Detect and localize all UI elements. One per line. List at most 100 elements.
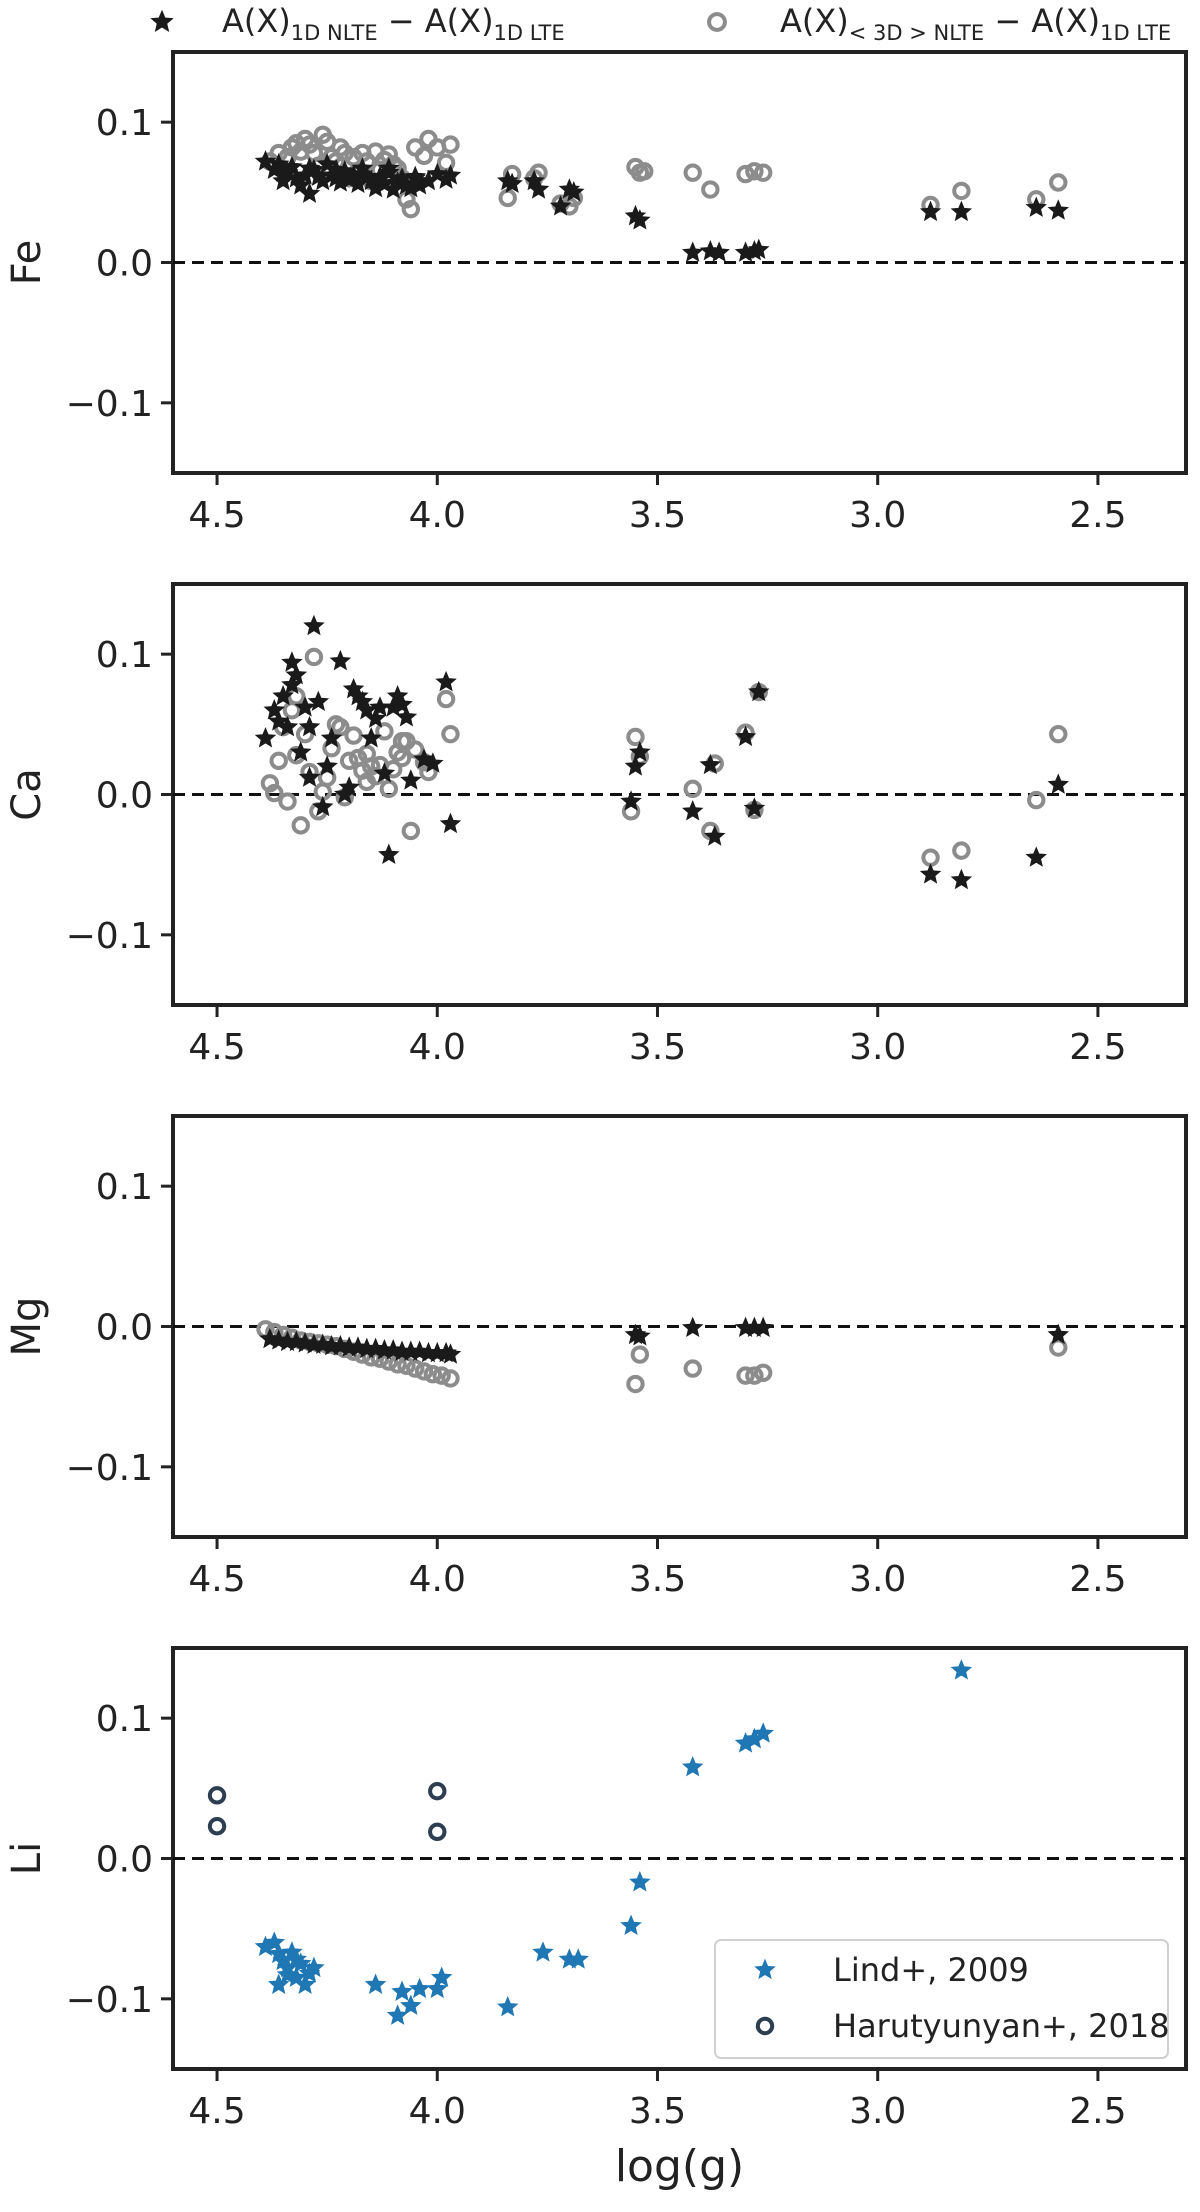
panel-li: 4.5 4.0 3.5 3.0 2.5 0.1 0.0 −0.1 Li log(g) Lind+, … (4, 1646, 1188, 2192)
circle-point (626, 727, 645, 747)
circle-point (401, 821, 421, 841)
star-point (681, 800, 704, 821)
series-circles (207, 1781, 447, 1842)
circle-point (745, 162, 764, 181)
y-axis-label: Li (4, 1842, 50, 1875)
star-point (748, 680, 770, 702)
top-legend: A(X)1D NLTE − A(X)1D LTE A(X)< 3D > NLTE … (150, 2, 1171, 45)
circle-point (331, 717, 350, 737)
y-tick-label: 0.0 (96, 244, 153, 285)
star-point (430, 1966, 453, 1987)
star-point (950, 1659, 973, 1680)
star-point (325, 158, 347, 180)
star-point (703, 825, 726, 846)
star-point (281, 651, 303, 672)
circle-point (269, 751, 288, 771)
circle-point (635, 162, 654, 181)
x-tick-label: 3.0 (849, 2091, 906, 2132)
star-point (378, 843, 400, 864)
x-tick-label: 4.0 (409, 495, 466, 536)
x-tick-label: 2.5 (1069, 1559, 1126, 1600)
circle-point (392, 731, 412, 751)
x-tick-label: 3.0 (849, 495, 906, 536)
circle-point (498, 188, 517, 208)
legend-label: Harutyunyan+, 2018 (833, 2007, 1170, 2045)
circle-point (630, 1345, 650, 1364)
y-tick-label: 0.1 (96, 635, 153, 676)
star-point (307, 690, 330, 712)
circle-point (260, 774, 280, 793)
star-point (681, 1755, 704, 1777)
series-stars (259, 1316, 1070, 1364)
circle-point (736, 164, 755, 184)
star-point (532, 1941, 554, 1962)
star-point (391, 1980, 413, 2001)
y-tick-label: −0.1 (66, 384, 153, 425)
star-point (298, 157, 321, 178)
star-point (408, 1977, 431, 1999)
star-point (681, 1316, 704, 1338)
circle-point (379, 779, 399, 799)
star-point (267, 1973, 290, 1994)
star-point (272, 161, 294, 182)
star-point (360, 727, 382, 748)
y-tick-label: −0.1 (66, 916, 153, 957)
x-tick-label: 3.5 (629, 1027, 686, 1068)
star-point (629, 1871, 651, 1892)
circle-point (207, 1817, 227, 1836)
star-point (364, 707, 387, 728)
star-point (373, 762, 396, 783)
star-point (629, 1325, 651, 1346)
star-point (549, 195, 572, 216)
circle-point (414, 146, 434, 166)
legend-marker-circle (755, 2016, 775, 2036)
x-tick-label: 4.0 (409, 1559, 466, 1600)
star-point (395, 706, 418, 727)
star-point (496, 1995, 519, 2017)
legend-marker-star (754, 1958, 776, 1980)
star-point (298, 182, 321, 203)
star-point (289, 741, 312, 762)
star-point (1025, 846, 1047, 867)
star-point (699, 753, 722, 775)
star-point (298, 766, 321, 787)
star-point (281, 673, 303, 695)
circle-point (392, 748, 412, 768)
star-point (620, 1914, 642, 1936)
circle-point (441, 135, 460, 154)
legend: Lind+, 2009 Harutyunyan+, 2018 (714, 1939, 1170, 2059)
star-point (400, 1994, 422, 2015)
circle-point (414, 1362, 434, 1381)
star-point (752, 1316, 774, 1338)
star-point (285, 1948, 308, 1969)
star-point (272, 684, 294, 706)
y-axis-label: Mg (4, 1297, 50, 1357)
circle-point (304, 647, 324, 667)
star-point (699, 239, 722, 261)
star-point (316, 755, 338, 776)
x-axis-label: log(g) (615, 2141, 744, 2192)
legend-box (714, 1939, 1169, 2059)
circle-point (401, 199, 421, 219)
star-point (276, 715, 299, 737)
x-tick-label: 3.5 (629, 2091, 686, 2132)
circle-point (375, 722, 394, 741)
x-tick-label: 4.0 (409, 2091, 466, 2132)
x-tick-label: 4.5 (188, 1027, 245, 1068)
circle-point (921, 848, 940, 867)
circle-point (291, 816, 310, 835)
star-point (303, 1956, 325, 1978)
star-point (303, 614, 325, 636)
circle-point (745, 1366, 764, 1385)
circle-point (339, 751, 359, 771)
star-point (527, 178, 550, 199)
circle-point (952, 181, 971, 201)
star-point (351, 157, 374, 178)
legend-marker-circle (707, 12, 727, 32)
circle-point (432, 1366, 451, 1385)
circle-point (423, 1365, 443, 1384)
star-point (1047, 773, 1070, 794)
y-axis-label: Ca (4, 768, 50, 820)
star-point (426, 1977, 449, 1999)
